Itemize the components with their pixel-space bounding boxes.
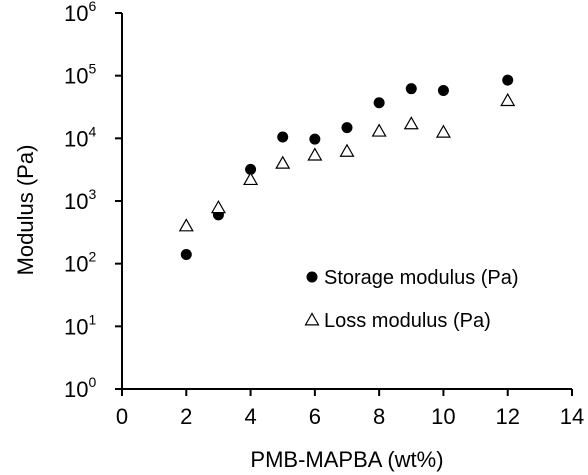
x-tick-label: 10 — [431, 404, 455, 429]
storage-modulus-point — [277, 131, 289, 143]
storage-modulus-point — [405, 83, 417, 95]
loss-modulus-point — [210, 200, 226, 214]
series-0 — [180, 74, 514, 261]
loss-modulus-point — [243, 171, 259, 186]
storage-modulus-point — [437, 84, 449, 96]
loss-modulus-point — [403, 116, 419, 130]
storage-modulus-point — [373, 97, 385, 109]
y-tick-label: 100 — [64, 374, 96, 402]
loss-modulus-point — [339, 143, 355, 157]
storage-modulus-point — [341, 122, 353, 134]
x-tick-label: 8 — [373, 404, 385, 429]
loss-modulus-point — [371, 123, 387, 137]
storage-modulus-point — [309, 133, 321, 145]
x-tick-label: 0 — [116, 404, 128, 429]
x-axis-title: PMB-MAPBA (wt%) — [250, 447, 443, 472]
tick-labels: 0 2 4 6 8 10 12 14 100 101 102 103 104 105 106 — [64, 0, 584, 429]
loss-modulus-point — [178, 218, 194, 232]
legend-marker — [306, 271, 318, 283]
x-tick-label: 14 — [560, 404, 584, 429]
loss-modulus-point — [275, 155, 291, 169]
x-tick-label: 2 — [180, 404, 192, 429]
loss-modulus-point — [307, 147, 323, 161]
loss-modulus-point — [500, 92, 516, 107]
y-axis-title: Modulus (Pa) — [13, 145, 38, 276]
series-1 — [178, 92, 516, 232]
legend: Storage modulus (Pa) Loss modulus (Pa) — [304, 267, 519, 332]
legend-marker — [304, 312, 320, 326]
loss-modulus-point — [435, 124, 451, 138]
x-tick-label: 4 — [244, 404, 256, 429]
x-tick-label: 6 — [309, 404, 321, 429]
storage-modulus-point — [502, 74, 514, 86]
y-tick-label: 106 — [64, 0, 96, 26]
y-tick-label: 105 — [64, 61, 96, 89]
data-marks — [178, 74, 516, 261]
storage-modulus-point — [180, 249, 192, 261]
axes — [115, 12, 573, 396]
legend-label: Loss modulus (Pa) — [324, 310, 491, 332]
storage-modulus-point — [245, 163, 257, 175]
y-tick-label: 102 — [64, 249, 96, 277]
x-tick-label: 12 — [495, 404, 519, 429]
y-tick-label: 101 — [64, 311, 96, 339]
y-tick-label: 104 — [64, 123, 96, 151]
y-tick-label: 103 — [64, 186, 96, 214]
legend-label: Storage modulus (Pa) — [324, 267, 519, 289]
